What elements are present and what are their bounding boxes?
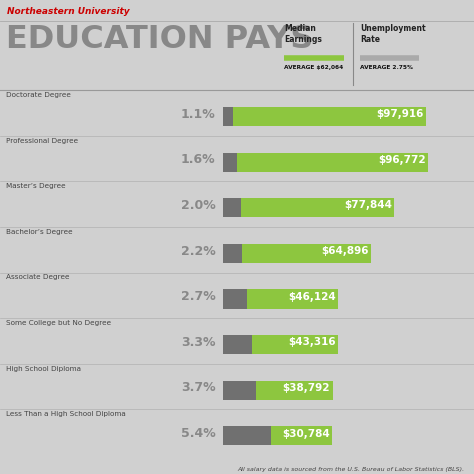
Bar bbox=[256, 381, 333, 400]
Text: $46,124: $46,124 bbox=[288, 292, 336, 301]
Bar bbox=[247, 290, 338, 309]
Text: Less Than a High School Diploma: Less Than a High School Diploma bbox=[6, 411, 126, 417]
Text: AVERAGE $62,064: AVERAGE $62,064 bbox=[284, 65, 344, 71]
Text: $43,316: $43,316 bbox=[288, 337, 336, 347]
Bar bbox=[223, 290, 247, 309]
Bar bbox=[223, 426, 271, 446]
Bar bbox=[241, 198, 394, 218]
Text: $30,784: $30,784 bbox=[282, 428, 329, 438]
Text: High School Diploma: High School Diploma bbox=[6, 366, 81, 372]
Bar bbox=[271, 426, 332, 446]
Text: 5.4%: 5.4% bbox=[181, 427, 216, 440]
Bar bbox=[223, 335, 252, 354]
Text: Professional Degree: Professional Degree bbox=[6, 137, 78, 144]
Text: Median
Earnings: Median Earnings bbox=[284, 24, 322, 44]
Text: 1.1%: 1.1% bbox=[181, 108, 216, 121]
Bar bbox=[233, 107, 426, 126]
Text: AVERAGE 2.75%: AVERAGE 2.75% bbox=[360, 65, 413, 71]
Text: 1.6%: 1.6% bbox=[181, 153, 216, 166]
Text: 2.7%: 2.7% bbox=[181, 290, 216, 303]
Text: Some College but No Degree: Some College but No Degree bbox=[6, 320, 111, 326]
Text: 3.7%: 3.7% bbox=[181, 382, 216, 394]
Text: $97,916: $97,916 bbox=[376, 109, 424, 119]
Text: 2.0%: 2.0% bbox=[181, 199, 216, 212]
Bar bbox=[243, 244, 371, 263]
Bar bbox=[223, 381, 256, 400]
Text: Unemployment
Rate: Unemployment Rate bbox=[360, 24, 426, 44]
Bar bbox=[223, 153, 237, 172]
Text: Bachelor’s Degree: Bachelor’s Degree bbox=[6, 229, 73, 235]
Text: Master’s Degree: Master’s Degree bbox=[6, 183, 65, 189]
Text: $64,896: $64,896 bbox=[321, 246, 368, 256]
Bar bbox=[223, 107, 233, 126]
Text: $38,792: $38,792 bbox=[283, 383, 330, 393]
Bar bbox=[237, 153, 428, 172]
Bar bbox=[223, 244, 243, 263]
Text: Associate Degree: Associate Degree bbox=[6, 274, 69, 281]
Text: $77,844: $77,844 bbox=[344, 201, 392, 210]
Text: $96,772: $96,772 bbox=[378, 155, 426, 165]
Bar bbox=[223, 198, 241, 218]
Text: 2.2%: 2.2% bbox=[181, 245, 216, 257]
Text: Northeastern University: Northeastern University bbox=[7, 7, 130, 16]
Bar bbox=[252, 335, 338, 354]
Text: Doctorate Degree: Doctorate Degree bbox=[6, 92, 71, 98]
Text: 3.3%: 3.3% bbox=[181, 336, 216, 349]
Text: All salary data is sourced from the U.S. Bureau of Labor Statistics (BLS).: All salary data is sourced from the U.S.… bbox=[237, 466, 465, 472]
Text: EDUCATION PAYS: EDUCATION PAYS bbox=[6, 24, 313, 55]
